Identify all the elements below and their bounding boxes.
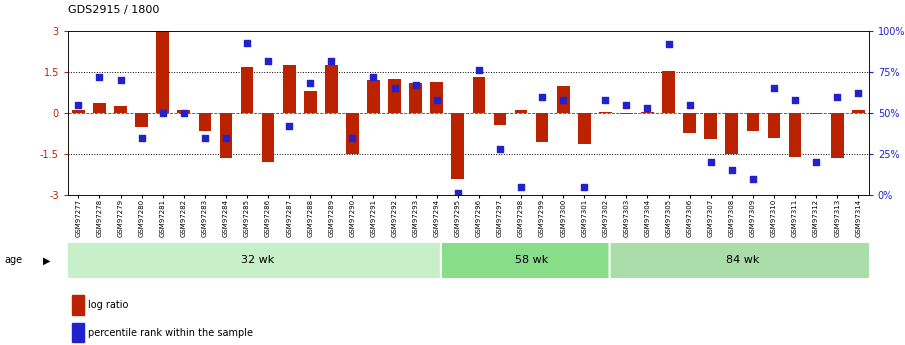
- Bar: [472, 78, 485, 113]
- Text: 32 wk: 32 wk: [241, 255, 274, 265]
- Bar: [262, 113, 274, 162]
- Point: [197, 135, 212, 140]
- Point: [135, 135, 149, 140]
- Bar: [810, 113, 823, 114]
- Text: percentile rank within the sample: percentile rank within the sample: [88, 328, 253, 338]
- FancyBboxPatch shape: [441, 235, 623, 286]
- Point: [451, 190, 465, 196]
- Point: [746, 176, 760, 181]
- Bar: [852, 110, 864, 113]
- Point: [219, 135, 233, 140]
- Point: [556, 97, 570, 103]
- Point: [345, 135, 359, 140]
- Point: [682, 102, 697, 108]
- Bar: [599, 112, 612, 113]
- Point: [830, 94, 844, 99]
- Bar: [72, 323, 83, 342]
- Bar: [220, 113, 233, 158]
- Bar: [177, 110, 190, 113]
- Point: [303, 81, 318, 86]
- Bar: [726, 113, 738, 154]
- Point: [598, 97, 613, 103]
- Point: [514, 184, 529, 189]
- Bar: [747, 113, 759, 131]
- Point: [535, 94, 549, 99]
- Point: [725, 168, 739, 173]
- Bar: [704, 113, 717, 139]
- Bar: [831, 113, 843, 158]
- Bar: [578, 113, 591, 145]
- Bar: [683, 113, 696, 134]
- Point: [703, 159, 718, 165]
- Text: 84 wk: 84 wk: [726, 255, 759, 265]
- Bar: [493, 113, 506, 125]
- FancyBboxPatch shape: [62, 235, 453, 286]
- Bar: [767, 113, 780, 138]
- Bar: [283, 65, 296, 113]
- Bar: [536, 113, 548, 142]
- Bar: [367, 80, 380, 113]
- FancyBboxPatch shape: [610, 235, 875, 286]
- Bar: [452, 113, 464, 179]
- Point: [492, 146, 507, 152]
- Bar: [136, 113, 148, 127]
- Point: [640, 105, 654, 111]
- Bar: [72, 295, 83, 315]
- Point: [71, 102, 86, 108]
- Text: 58 wk: 58 wk: [515, 255, 548, 265]
- Point: [809, 159, 824, 165]
- Bar: [93, 104, 106, 113]
- Bar: [325, 65, 338, 113]
- Bar: [409, 83, 422, 113]
- Point: [261, 58, 275, 63]
- Point: [851, 91, 865, 96]
- Bar: [788, 113, 801, 157]
- Point: [430, 97, 444, 103]
- Text: age: age: [5, 256, 23, 265]
- Bar: [304, 91, 317, 113]
- Point: [787, 97, 802, 103]
- Text: ▶: ▶: [43, 256, 51, 265]
- Bar: [641, 112, 653, 113]
- Bar: [620, 113, 633, 114]
- Point: [156, 110, 170, 116]
- Point: [282, 124, 297, 129]
- Point: [767, 86, 781, 91]
- Bar: [515, 110, 528, 113]
- Bar: [431, 81, 443, 113]
- Bar: [72, 110, 85, 113]
- Point: [176, 110, 191, 116]
- Bar: [198, 113, 211, 131]
- Point: [387, 86, 402, 91]
- Text: GDS2915 / 1800: GDS2915 / 1800: [68, 5, 159, 15]
- Bar: [157, 31, 169, 113]
- Point: [324, 58, 338, 63]
- Point: [619, 102, 634, 108]
- Point: [662, 41, 676, 47]
- Bar: [114, 106, 127, 113]
- Point: [92, 74, 107, 80]
- Bar: [662, 71, 675, 113]
- Point: [113, 78, 128, 83]
- Point: [367, 74, 381, 80]
- Bar: [557, 86, 569, 113]
- Point: [408, 82, 423, 88]
- Text: log ratio: log ratio: [88, 300, 129, 310]
- Point: [577, 184, 592, 189]
- Bar: [346, 113, 358, 154]
- Bar: [388, 79, 401, 113]
- Point: [240, 40, 254, 45]
- Point: [472, 68, 486, 73]
- Bar: [241, 67, 253, 113]
